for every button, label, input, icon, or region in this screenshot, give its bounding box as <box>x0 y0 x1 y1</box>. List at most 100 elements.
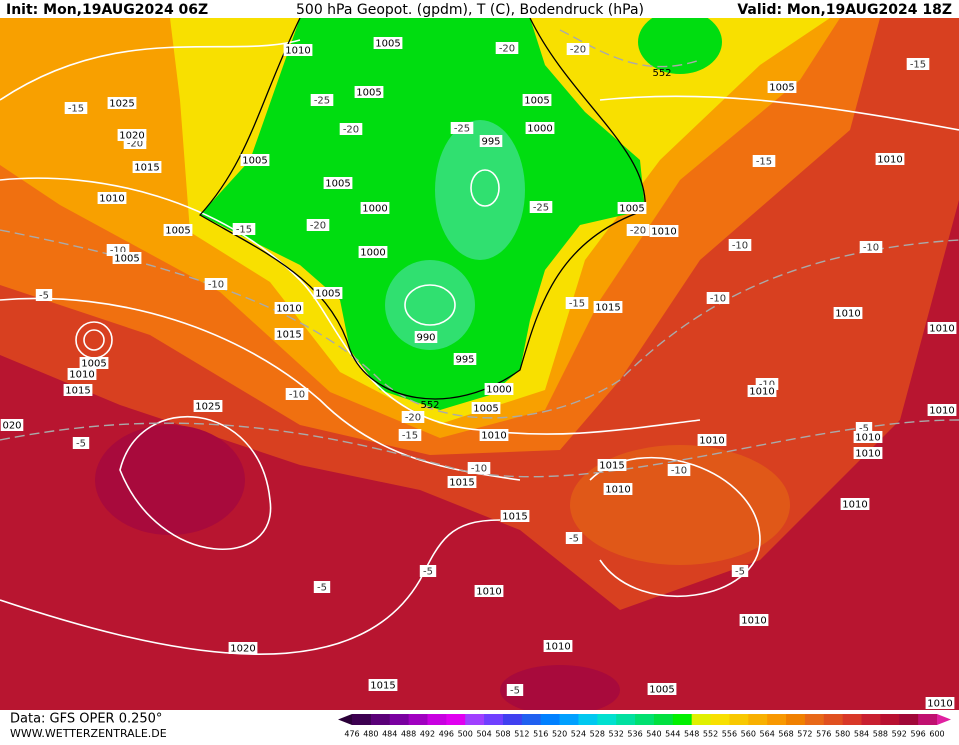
pressure-label: 1020 <box>230 644 255 655</box>
temperature-label-box <box>565 532 583 544</box>
temperature-label-box <box>529 201 553 213</box>
temperature-label-box <box>495 42 519 54</box>
colorbar-tick-label: 580 <box>835 730 850 739</box>
pressure-label-box <box>649 225 679 237</box>
colorbar-end <box>937 714 951 725</box>
pressure-label-box <box>525 122 555 134</box>
pressure-label-box <box>79 357 109 369</box>
colorbar-bin <box>786 714 806 725</box>
pressure-label-box <box>240 154 270 166</box>
pressure-label-box <box>97 192 127 204</box>
colorbar-bin <box>748 714 768 725</box>
colorbar-tick-label: 544 <box>665 730 680 739</box>
pressure-label-box <box>67 368 97 380</box>
colorbar-tick-label: 532 <box>609 730 624 739</box>
pressure-label: 1015 <box>276 330 301 341</box>
colorbar-tick-label: 500 <box>458 730 473 739</box>
isobar <box>599 95 959 131</box>
pressure-label-box <box>283 44 313 56</box>
pressure-label: 990 <box>416 333 435 344</box>
colorbar-tick-label: 576 <box>816 730 831 739</box>
temperature-label-box <box>310 94 334 106</box>
pressure-label-box <box>747 385 777 397</box>
isobar <box>119 415 272 551</box>
isobar <box>404 284 456 326</box>
pressure-label: 020 <box>2 421 21 432</box>
colorbar-tick-label: 540 <box>646 730 661 739</box>
pressure-label: 1020 <box>119 131 144 142</box>
field-band <box>95 425 245 535</box>
colorbar-bin <box>540 714 561 725</box>
pressure-label: 1010 <box>476 587 501 598</box>
pressure-label-box <box>117 129 147 141</box>
temperature-label: -5 <box>569 534 579 545</box>
pressure-label-box <box>500 510 530 522</box>
colorbar-bin <box>672 714 693 725</box>
temperature-label-box <box>467 462 491 474</box>
pressure-label: 1005 <box>375 39 400 50</box>
temperature-label-box <box>313 581 331 593</box>
temperature-label: -10 <box>471 464 487 475</box>
pressure-label: 1015 <box>502 512 527 523</box>
pressure-label: 1010 <box>749 387 774 398</box>
temperature-label-box <box>419 565 437 577</box>
field-band <box>200 18 645 410</box>
temperature-label: -15 <box>569 299 585 310</box>
colorbar-bin <box>767 714 787 725</box>
pressure-label-box <box>474 585 504 597</box>
pressure-label: 1015 <box>449 478 474 489</box>
colorbar-tick-label: 512 <box>514 730 529 739</box>
pressure-label: 1010 <box>835 309 860 320</box>
pressure-label-box <box>274 302 304 314</box>
temperature-label: -15 <box>68 104 84 115</box>
pressure-label-box <box>323 177 353 189</box>
colorbar-bin <box>484 714 504 725</box>
temperature-label: -20 <box>127 139 143 150</box>
pressure-label-box <box>603 483 633 495</box>
pressure-label-box <box>617 202 647 214</box>
colorbar-bin <box>653 714 674 725</box>
pressure-label-box <box>833 307 863 319</box>
colorbar-tick-label: 592 <box>892 730 907 739</box>
colorbar-bin <box>899 714 919 725</box>
colorbar-bin <box>861 714 881 725</box>
temperature-label: -10 <box>732 241 748 252</box>
pressure-label: 1010 <box>927 699 952 710</box>
colorbar-tick-label: 552 <box>703 730 718 739</box>
colorbar-tick-label: 564 <box>760 730 775 739</box>
temperature-label: -15 <box>910 60 926 71</box>
temperature-label-box <box>398 429 422 441</box>
pressure-label: 1015 <box>595 303 620 314</box>
valid-time: Valid: Mon,19AUG2024 18Z <box>737 2 952 18</box>
colorbar-tick-label: 568 <box>778 730 793 739</box>
temperature-label-box <box>339 123 363 135</box>
pressure-label-box <box>479 135 503 147</box>
temperature-label: -15 <box>236 225 252 236</box>
pressure-label-box <box>593 301 623 313</box>
temperature-label-box <box>626 224 650 236</box>
height-label: 552 <box>652 68 671 79</box>
header-bar <box>0 0 959 18</box>
temperature-label-box <box>667 464 691 476</box>
colorbar-bin <box>823 714 844 725</box>
colorbar-tick-label: 528 <box>590 730 605 739</box>
pressure-label: 1015 <box>370 681 395 692</box>
colorbar-bin <box>408 714 428 725</box>
temperature-label: -5 <box>510 686 520 697</box>
pressure-label: 1010 <box>877 155 902 166</box>
pressure-label: 1010 <box>651 227 676 238</box>
colorbar-tick-label: 504 <box>476 730 491 739</box>
colorbar-tick-label: 560 <box>741 730 756 739</box>
isobar <box>470 169 500 207</box>
temperature-label-box <box>232 223 256 235</box>
temperature-label: -25 <box>454 124 470 135</box>
pressure-label-box <box>739 614 769 626</box>
temperature-label: -5 <box>317 583 327 594</box>
colorbar-bin <box>502 714 523 725</box>
temperature-label: -5 <box>76 439 86 450</box>
pressure-label-box <box>0 419 24 431</box>
pressure-label: 1010 <box>741 616 766 627</box>
colorbar-tick-label: 524 <box>571 730 586 739</box>
temperature-label: -20 <box>343 125 359 136</box>
pressure-label: 1010 <box>481 431 506 442</box>
